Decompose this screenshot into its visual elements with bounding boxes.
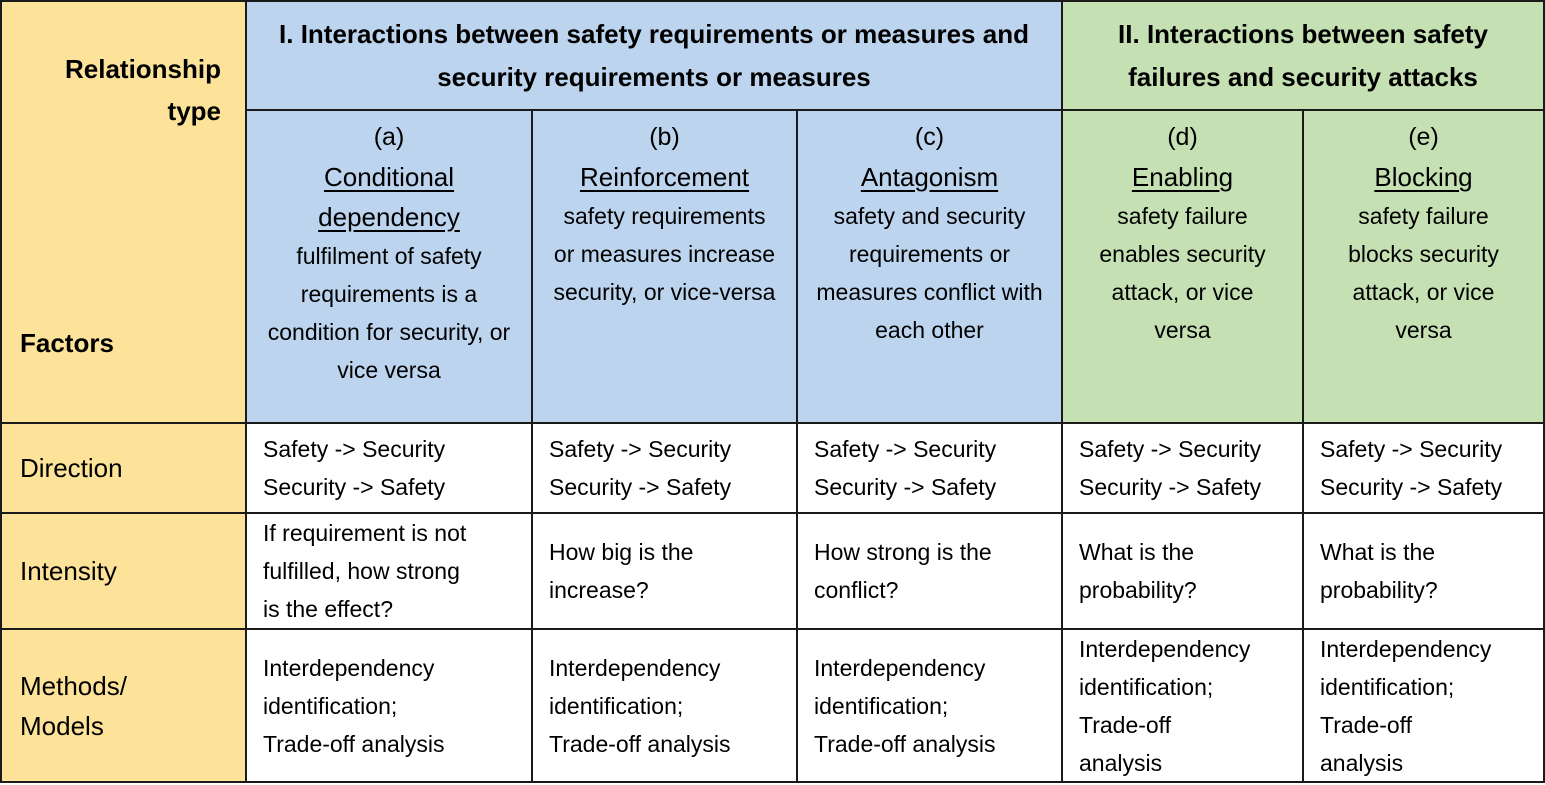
row-label-text: Direction	[20, 453, 123, 483]
group-title: II. Interactions between safety failures…	[1118, 18, 1488, 92]
column-description: fulfilment of safety requirements is a c…	[267, 243, 511, 383]
column-description: safety failure blocks security attack, o…	[1348, 203, 1499, 343]
column-name: Conditional dependency	[318, 162, 460, 232]
table-cell: Safety -> Security Security -> Safety	[1302, 422, 1545, 514]
column-header-blocking: (e) Blocking safety failure blocks secur…	[1302, 109, 1545, 424]
cell-text: What is the probability?	[1320, 539, 1438, 603]
column-name: Reinforcement	[579, 162, 750, 192]
column-name: Enabling	[1131, 162, 1234, 192]
table-cell: Interdependency identification; Trade-of…	[245, 628, 533, 783]
column-letter: (e)	[1408, 123, 1439, 151]
row-label-text: Methods/ Models	[20, 670, 127, 741]
row-label-text: Intensity	[20, 556, 117, 586]
cell-text: Safety -> Security Security -> Safety	[1320, 436, 1503, 500]
cell-text: Interdependency identification; Trade-of…	[1079, 635, 1251, 776]
table-cell: Interdependency identification; Trade-of…	[1302, 628, 1545, 783]
column-letter: (b)	[649, 123, 680, 151]
cell-text: If requirement is not fulfilled, how str…	[263, 520, 467, 622]
group-header-failures-attacks: II. Interactions between safety failures…	[1061, 0, 1545, 111]
column-name: Antagonism	[860, 162, 999, 192]
row-label-direction: Direction	[0, 422, 247, 514]
table-cell: Safety -> Security Security -> Safety	[531, 422, 798, 514]
table-cell: Safety -> Security Security -> Safety	[245, 422, 533, 514]
cell-text: Safety -> Security Security -> Safety	[814, 436, 997, 500]
column-description: safety requirements or measures increase…	[553, 203, 776, 305]
column-header-antagonism: (c) Antagonism safety and security requi…	[796, 109, 1063, 424]
cell-text: What is the probability?	[1079, 539, 1197, 603]
cell-text: Interdependency identification; Trade-of…	[549, 654, 731, 757]
cell-text: Interdependency identification; Trade-of…	[263, 654, 445, 757]
table-cell: What is the probability?	[1302, 512, 1545, 630]
table-cell: Interdependency identification; Trade-of…	[531, 628, 798, 783]
column-name: Blocking	[1374, 162, 1473, 192]
relationship-type-label: Relationship type	[64, 54, 221, 126]
cell-text: Safety -> Security Security -> Safety	[1079, 436, 1262, 500]
column-header-reinforcement: (b) Reinforcement safety requirements or…	[531, 109, 798, 424]
column-letter: (d)	[1167, 123, 1198, 151]
column-description: safety and security requirements or meas…	[816, 203, 1043, 343]
table-cell: If requirement is not fulfilled, how str…	[245, 512, 533, 630]
column-description: safety failure enables security attack, …	[1099, 203, 1266, 343]
table-cell: How strong is the conflict?	[796, 512, 1063, 630]
column-header-enabling: (d) Enabling safety failure enables secu…	[1061, 109, 1304, 424]
table-cell: Interdependency identification; Trade-of…	[1061, 628, 1304, 783]
column-header-conditional-dependency: (a) Conditional dependency fulfilment of…	[245, 109, 533, 424]
table-cell: What is the probability?	[1061, 512, 1304, 630]
table-corner-cell: Relationship type Factors	[0, 0, 247, 424]
row-label-intensity: Intensity	[0, 512, 247, 630]
group-title: I. Interactions between safety requireme…	[279, 18, 1029, 92]
cell-text: Safety -> Security Security -> Safety	[549, 436, 732, 500]
table-cell: Safety -> Security Security -> Safety	[796, 422, 1063, 514]
row-label-methods-models: Methods/ Models	[0, 628, 247, 783]
column-letter: (c)	[914, 123, 945, 151]
table-cell: Interdependency identification; Trade-of…	[796, 628, 1063, 783]
group-header-safety-security-measures: I. Interactions between safety requireme…	[245, 0, 1063, 111]
factors-label: Factors	[20, 328, 114, 358]
cell-text: Interdependency identification; Trade-of…	[814, 654, 996, 757]
cell-text: Safety -> Security Security -> Safety	[263, 436, 446, 500]
table-cell: How big is the increase?	[531, 512, 798, 630]
cell-text: How big is the increase?	[549, 539, 694, 603]
cell-text: How strong is the conflict?	[814, 539, 992, 603]
cell-text: Interdependency identification; Trade-of…	[1320, 635, 1492, 776]
table-cell: Safety -> Security Security -> Safety	[1061, 422, 1304, 514]
column-letter: (a)	[373, 123, 405, 151]
